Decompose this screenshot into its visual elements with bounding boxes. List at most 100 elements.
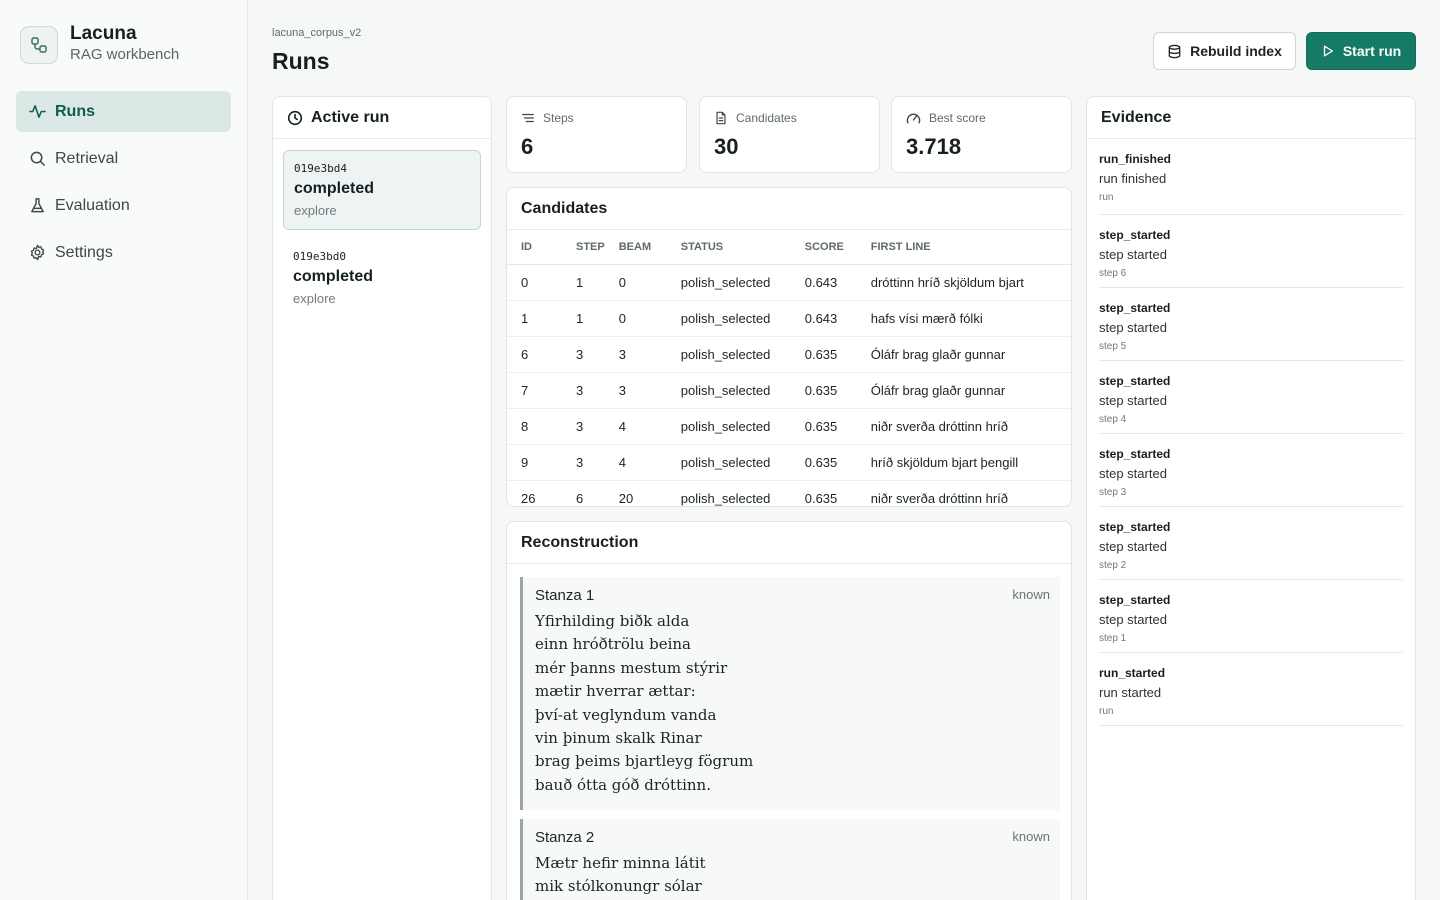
table-cell: dróttinn hríð skjöldum bjart — [856, 264, 1071, 301]
breadcrumb[interactable]: lacuna_corpus_v2 — [272, 27, 362, 39]
table-cell: niðr sverða dróttinn hríð — [856, 480, 1071, 506]
table-cell: 9 — [507, 444, 562, 481]
candidates-value: 30 — [714, 134, 739, 159]
evidence-item[interactable]: step_started step started step 1 — [1099, 580, 1403, 653]
event-scope: step 1 — [1099, 633, 1127, 644]
evidence-list: run_finished run finished run step_started s… — [1087, 139, 1415, 726]
sidebar-item-evaluation[interactable]: Evaluation — [16, 185, 231, 226]
stanza-tag: known — [1012, 829, 1050, 844]
table-cell: 0.635 — [790, 480, 857, 506]
column-header[interactable]: SCORE — [790, 230, 857, 265]
column-header[interactable]: BEAM — [604, 230, 667, 265]
candidates-rows: 0 1 0 polish_selected 0.643 dróttinn hríð skj… — [507, 264, 1071, 506]
table-cell: polish_selected — [666, 372, 791, 409]
app-name: Lacuna — [70, 23, 137, 44]
activity-icon — [28, 103, 46, 121]
table-row[interactable]: 26 6 20 polish_selected 0.635 niðr sverða dró… — [507, 480, 1071, 506]
document-icon — [714, 111, 728, 125]
verse-line: brag þeims bjartleyg fögrum — [535, 752, 754, 771]
play-icon — [1321, 44, 1335, 58]
evidence-item[interactable]: step_started step started step 4 — [1099, 361, 1403, 434]
table-cell: 1 — [507, 300, 562, 337]
event-message: step started — [1099, 612, 1167, 627]
active-run-panel: Active run 019e3bd4 completed explore 01… — [272, 96, 492, 900]
table-row[interactable]: 0 1 0 polish_selected 0.643 dróttinn hríð skj… — [507, 264, 1071, 301]
run-list-item[interactable]: 019e3bd0 completed explore — [283, 239, 481, 317]
table-cell: 8 — [507, 408, 562, 445]
search-icon — [28, 150, 46, 168]
table-cell: 3 — [562, 336, 605, 373]
table-row[interactable]: 7 3 3 polish_selected 0.635 Óláfr brag glaðr … — [507, 372, 1071, 409]
sidebar-item-runs[interactable]: Runs — [16, 91, 231, 132]
table-cell: 3 — [562, 444, 605, 481]
database-icon — [1167, 44, 1182, 59]
rebuild-index-button[interactable]: Rebuild index — [1153, 32, 1296, 70]
evidence-item[interactable]: step_started step started step 5 — [1099, 288, 1403, 361]
verse-line: einn hróðtrölu beina — [535, 635, 691, 654]
steps-label: Steps — [543, 111, 574, 125]
table-cell: 20 — [604, 480, 667, 506]
table-cell: 26 — [507, 480, 562, 506]
evidence-item[interactable]: run_started run started run — [1099, 653, 1403, 726]
event-scope: step 3 — [1099, 487, 1127, 498]
verse-line: bauð ótta góð dróttinn. — [535, 775, 711, 794]
column-header[interactable]: STEP — [562, 230, 605, 265]
rebuild-index-label: Rebuild index — [1190, 43, 1282, 59]
stanza-block: Stanza 2 known Mætr hefir minna látit mik… — [520, 819, 1060, 900]
stanza-verse: Yfirhilding biðk alda einn hróðtrölu bein… — [535, 610, 1050, 797]
table-cell: Óláfr brag glaðr gunnar — [856, 372, 1071, 409]
evidence-item[interactable]: step_started step started step 6 — [1099, 215, 1403, 288]
event-message: run started — [1099, 685, 1162, 700]
evidence-panel: Evidence run_finished run finished run step… — [1086, 96, 1416, 900]
sidebar-item-label: Retrieval — [55, 149, 119, 167]
stanza-title: Stanza 2 — [535, 829, 595, 846]
run-status: completed — [294, 180, 375, 197]
stanza-tag: known — [1012, 587, 1050, 602]
table-row[interactable]: 8 3 4 polish_selected 0.635 niðr sverða drótt… — [507, 408, 1071, 445]
column-header[interactable]: STATUS — [666, 230, 791, 265]
event-scope: step 5 — [1099, 341, 1127, 352]
event-scope: run — [1099, 192, 1114, 203]
gauge-icon — [906, 111, 921, 125]
table-cell: 1 — [562, 300, 605, 337]
sidebar-item-retrieval[interactable]: Retrieval — [16, 138, 231, 179]
verse-line: því-at veglyndum vanda — [535, 705, 717, 724]
reconstruction-panel: Reconstruction Stanza 1 known Yfirhildin… — [506, 521, 1072, 900]
table-cell: hríð skjöldum bjart þengill — [856, 444, 1071, 481]
active-run-header: Active run — [273, 97, 491, 139]
table-cell: 1 — [562, 264, 605, 301]
table-row[interactable]: 1 1 0 polish_selected 0.643 hafs vísi mærð fó… — [507, 300, 1071, 337]
event-kind: step_started — [1099, 447, 1171, 461]
table-cell: 7 — [507, 372, 562, 409]
steps-stat-card: Steps 6 — [506, 96, 687, 173]
logo-icon — [20, 26, 58, 64]
table-cell: 0 — [507, 264, 562, 301]
evidence-item[interactable]: run_finished run finished run — [1099, 139, 1403, 215]
table-row[interactable]: 9 3 4 polish_selected 0.635 hríð skjöldum bja… — [507, 444, 1071, 481]
event-scope: step 4 — [1099, 414, 1127, 425]
column-header[interactable]: ID — [507, 230, 562, 265]
event-scope: step 6 — [1099, 268, 1127, 279]
table-cell: 6 — [507, 336, 562, 373]
run-id: 019e3bd0 — [293, 250, 346, 263]
start-run-button[interactable]: Start run — [1306, 32, 1416, 70]
table-cell: polish_selected — [666, 264, 791, 301]
verse-line: mætir hverrar ættar: — [535, 682, 696, 701]
event-message: step started — [1099, 539, 1167, 554]
evidence-title: Evidence — [1087, 97, 1415, 139]
sidebar-item-settings[interactable]: Settings — [16, 232, 231, 273]
event-message: run finished — [1099, 171, 1167, 186]
sidebar-item-label: Runs — [55, 102, 95, 120]
sidebar: Lacuna RAG workbench Runs Retrieval Eval… — [0, 0, 248, 900]
run-list-item[interactable]: 019e3bd4 completed explore — [283, 150, 481, 230]
table-header-row: ID STEP BEAM STATUS SCORE FIRST LINE — [507, 230, 1071, 265]
column-header[interactable]: FIRST LINE — [856, 230, 1071, 265]
evidence-item[interactable]: step_started step started step 2 — [1099, 507, 1403, 580]
best-score-value: 3.718 — [906, 134, 962, 159]
table-cell: 4 — [604, 444, 667, 481]
table-row[interactable]: 6 3 3 polish_selected 0.635 Óláfr brag glaðr … — [507, 336, 1071, 373]
sidebar-item-label: Settings — [55, 243, 113, 261]
evidence-item[interactable]: step_started step started step 3 — [1099, 434, 1403, 507]
sidebar-item-label: Evaluation — [55, 196, 130, 214]
